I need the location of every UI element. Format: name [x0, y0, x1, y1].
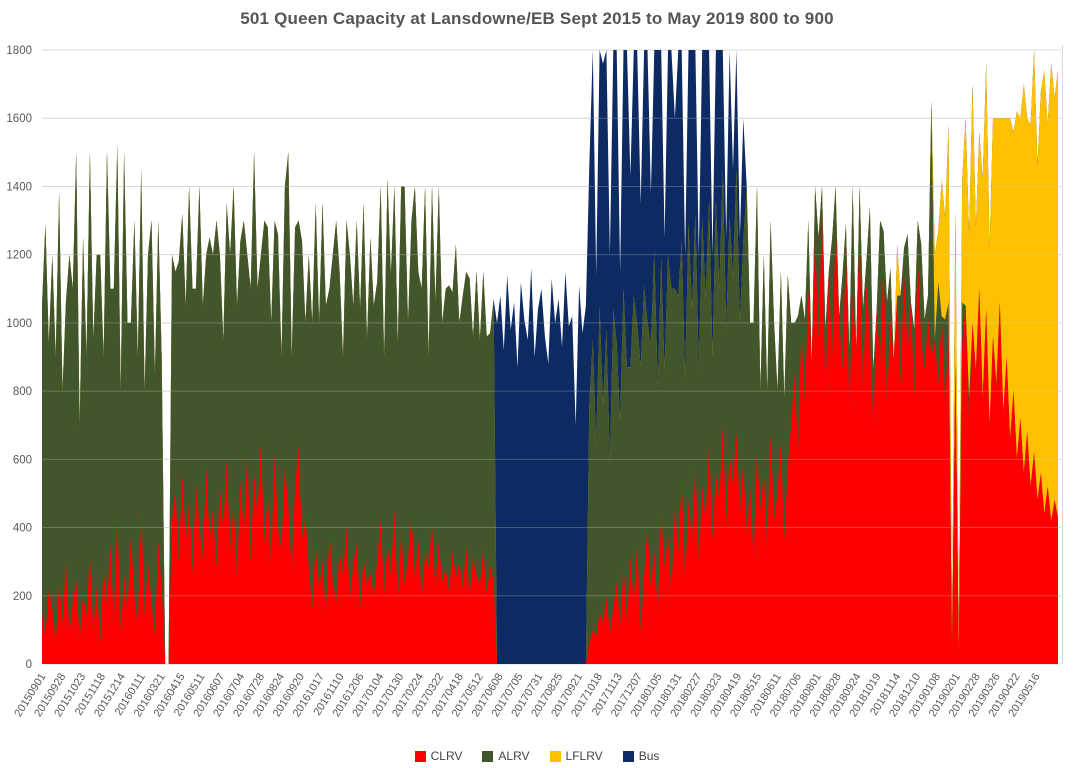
chart-legend: CLRV ALRV LFLRV Bus — [0, 749, 1074, 763]
legend-swatch-lflrv — [549, 750, 561, 762]
legend-swatch-bus — [622, 750, 634, 762]
legend-label-alrv: ALRV — [498, 749, 530, 763]
y-tick-label: 600 — [13, 454, 32, 466]
y-tick-label: 1800 — [6, 45, 32, 57]
y-tick-label: 1400 — [6, 181, 32, 193]
y-tick-label: 800 — [13, 386, 32, 398]
y-tick-label: 1600 — [6, 113, 32, 125]
legend-item-lflrv: LFLRV — [549, 749, 603, 763]
legend-item-bus: Bus — [622, 749, 660, 763]
legend-item-alrv: ALRV — [482, 749, 530, 763]
y-tick-label: 400 — [13, 523, 32, 535]
legend-item-clrv: CLRV — [414, 749, 463, 763]
legend-swatch-clrv — [414, 750, 426, 762]
legend-label-bus: Bus — [638, 749, 660, 763]
legend-label-lflrv: LFLRV — [565, 749, 603, 763]
y-tick-label: 1000 — [6, 318, 32, 330]
legend-swatch-alrv — [482, 750, 494, 762]
y-tick-label: 0 — [26, 659, 32, 671]
legend-label-clrv: CLRV — [430, 749, 463, 763]
area-series-clrv — [42, 213, 1058, 664]
y-tick-label: 1200 — [6, 250, 32, 262]
chart-title: 501 Queen Capacity at Lansdowne/EB Sept … — [240, 9, 834, 28]
y-tick-label: 200 — [13, 591, 32, 603]
